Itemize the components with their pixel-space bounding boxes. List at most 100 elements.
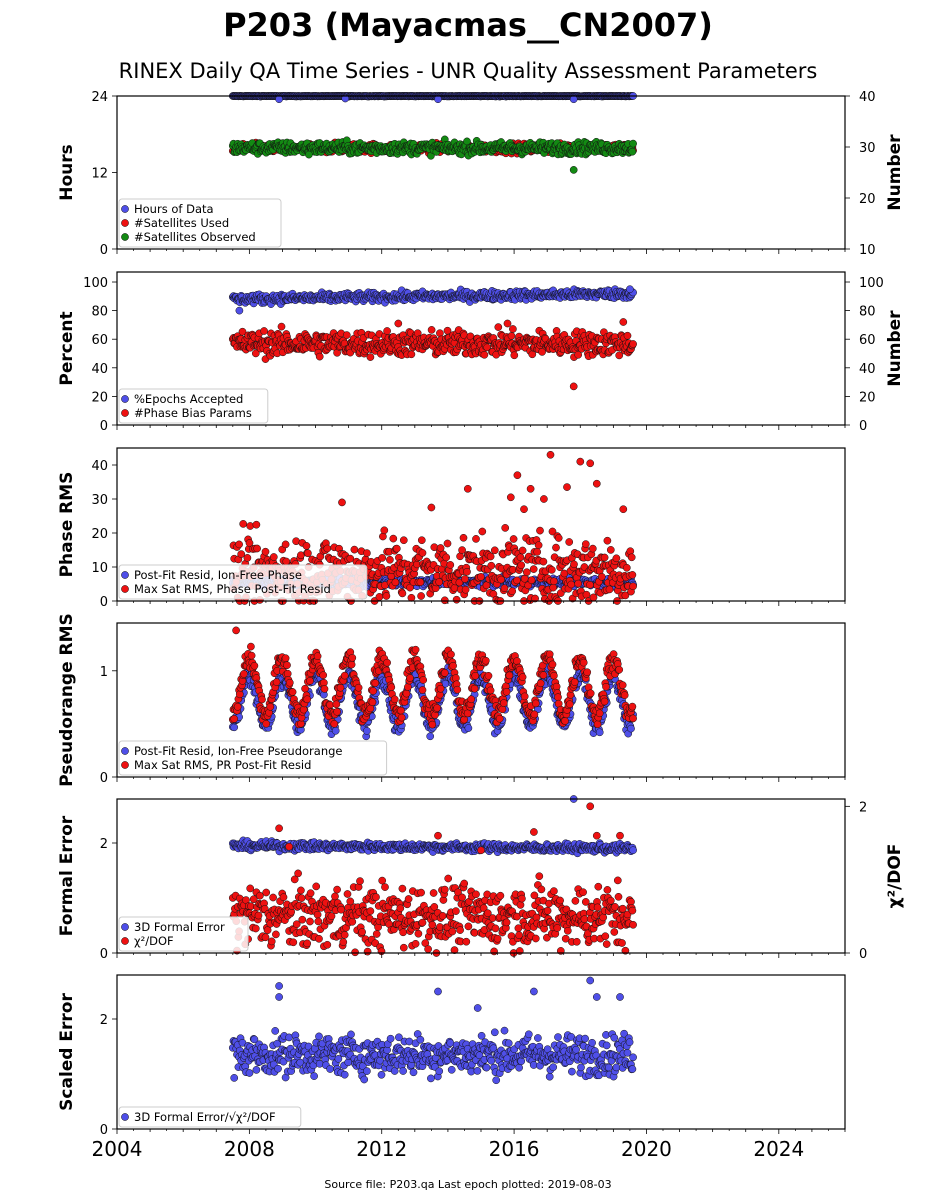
data-point — [380, 526, 389, 535]
data-point-outlier — [275, 95, 283, 104]
data-point — [363, 549, 371, 557]
data-point-outlier — [463, 484, 472, 493]
data-point — [392, 544, 401, 553]
y2-tick-label: 30 — [859, 141, 876, 156]
data-point — [375, 593, 384, 601]
data-point — [440, 596, 449, 605]
y2-axis-label: Number — [885, 310, 905, 387]
data-point — [230, 723, 239, 732]
data-point — [500, 584, 509, 593]
data-point — [315, 352, 324, 361]
data-point — [518, 546, 527, 555]
data-point — [386, 555, 394, 564]
data-point — [527, 576, 536, 585]
data-point — [302, 542, 311, 550]
data-point-outlier — [503, 319, 512, 328]
data-point — [306, 677, 314, 685]
data-point — [597, 572, 606, 581]
y2-tick-label: 60 — [859, 333, 876, 348]
data-point — [588, 544, 597, 553]
data-point — [252, 520, 261, 529]
y-axis-label: Hours — [57, 144, 77, 201]
data-point — [628, 571, 637, 579]
data-point — [331, 726, 340, 735]
y-tick-label: 60 — [91, 333, 108, 348]
y2-axis-label: Number — [885, 134, 905, 211]
data-point — [407, 593, 416, 602]
data-point — [603, 536, 612, 545]
data-point — [595, 728, 604, 737]
data-point-outlier — [569, 166, 578, 174]
series-hours-satellites-2 — [228, 135, 637, 174]
figure-subtitle: RINEX Daily QA Time Series - UNR Quality… — [119, 59, 818, 83]
data-point — [534, 541, 543, 550]
data-point — [260, 327, 268, 335]
data-point — [283, 661, 291, 670]
data-point — [416, 578, 425, 587]
data-point — [319, 671, 328, 680]
data-point — [281, 654, 290, 663]
data-point-outlier — [619, 318, 628, 326]
data-point — [627, 724, 635, 733]
data-point-outlier — [626, 285, 634, 294]
data-point — [398, 589, 407, 598]
data-point — [463, 567, 471, 576]
legend-marker — [121, 585, 129, 593]
data-point-outlier — [506, 493, 515, 502]
series-percent-1 — [228, 318, 637, 391]
y-tick-label: 80 — [91, 305, 108, 320]
data-point — [461, 575, 469, 583]
data-point — [235, 540, 243, 549]
data-point — [230, 715, 239, 723]
data-point — [533, 548, 542, 556]
data-point — [461, 585, 470, 594]
data-point — [323, 544, 332, 553]
legend-label: Post-Fit Resid, Ion-Free Phase — [134, 568, 302, 582]
data-point — [243, 554, 252, 562]
data-point — [247, 642, 255, 651]
data-point-outlier — [434, 95, 442, 104]
data-point-outlier — [546, 450, 555, 459]
data-point — [301, 684, 309, 693]
data-point — [497, 575, 505, 584]
data-point — [486, 552, 495, 561]
data-point — [581, 540, 590, 548]
data-point — [233, 702, 242, 711]
data-point-outlier — [563, 483, 571, 491]
figure-title: P203 (Mayacmas__CN2007) — [223, 6, 713, 44]
data-point-outlier — [526, 484, 535, 493]
data-point-outlier — [427, 503, 436, 512]
data-point — [517, 561, 526, 570]
data-point — [509, 535, 518, 543]
legend-label: #Phase Bias Params — [134, 406, 252, 420]
y-tick-label: 100 — [83, 276, 108, 291]
y2-tick-label: 20 — [859, 192, 876, 207]
data-point — [501, 524, 510, 532]
data-point — [509, 325, 517, 333]
data-point — [487, 561, 496, 570]
data-point — [623, 331, 632, 340]
legend-label: #Satellites Observed — [134, 230, 256, 244]
data-point — [627, 553, 636, 562]
data-point-outlier — [569, 382, 578, 391]
data-point — [250, 661, 259, 670]
data-point — [417, 592, 425, 600]
data-point — [253, 544, 261, 553]
data-point — [565, 538, 574, 546]
data-point — [418, 549, 427, 557]
data-point — [407, 350, 416, 359]
y-axis-label: Percent — [57, 311, 77, 385]
data-point — [378, 554, 387, 562]
data-point — [464, 724, 473, 732]
data-point — [281, 540, 290, 549]
data-point-outlier — [338, 498, 346, 507]
y-tick-label: 0 — [100, 419, 108, 434]
data-point — [536, 526, 544, 535]
y2-tick-label: 20 — [859, 390, 876, 405]
legend-label: Max Sat RMS, Phase Post-Fit Resid — [134, 582, 331, 596]
data-point — [567, 580, 576, 589]
data-point — [269, 553, 278, 561]
